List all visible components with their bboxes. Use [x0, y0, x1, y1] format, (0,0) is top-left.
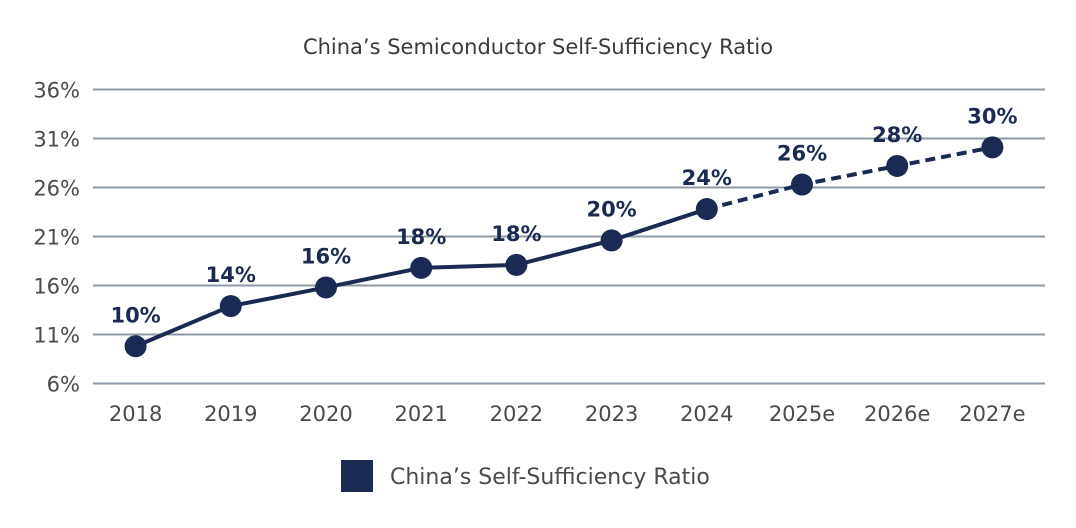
x-tick-label: 2020 — [299, 402, 352, 426]
data-point — [600, 229, 623, 252]
data-point — [505, 253, 528, 276]
data-point — [791, 173, 813, 196]
y-tick-label: 26% — [33, 177, 80, 201]
x-tick-label: 2022 — [490, 402, 543, 426]
data-point — [315, 276, 337, 299]
x-tick-label: 2026e — [864, 402, 930, 426]
legend-swatch — [341, 460, 373, 492]
data-point — [981, 136, 1004, 159]
y-tick-label: 6% — [47, 373, 80, 397]
legend: China’s Self-Sufficiency Ratio — [341, 460, 710, 492]
x-tick-label: 2027e — [959, 402, 1025, 426]
series-line-estimate — [706, 145, 993, 211]
data-label: 28% — [872, 123, 922, 147]
x-tick-label: 2021 — [394, 402, 447, 426]
data-point — [886, 154, 909, 177]
data-label: 10% — [110, 303, 160, 327]
legend-label: China’s Self-Sufficiency Ratio — [390, 465, 710, 490]
x-tick-label: 2025e — [769, 402, 835, 426]
x-tick-label: 2023 — [585, 402, 638, 426]
data-label: 26% — [777, 142, 827, 166]
chart-title: China’s Semiconductor Self-Sufficiency R… — [303, 35, 773, 59]
data-label: 20% — [586, 197, 636, 221]
y-tick-label: 11% — [33, 324, 80, 348]
x-tick-label: 2024 — [680, 402, 733, 426]
y-tick-label: 21% — [33, 226, 80, 250]
data-label: 18% — [396, 225, 446, 249]
data-point — [410, 256, 433, 279]
data-point — [219, 295, 242, 318]
x-tick-label: 2019 — [204, 402, 257, 426]
data-label: 14% — [206, 263, 256, 287]
y-tick-label: 36% — [33, 79, 80, 103]
data-label: 18% — [491, 222, 541, 246]
data-label: 24% — [682, 166, 732, 190]
data-point — [695, 198, 718, 221]
x-tick-label: 2018 — [109, 402, 162, 426]
data-label: 30% — [967, 104, 1017, 128]
y-tick-label: 16% — [33, 275, 80, 299]
data-label: 16% — [301, 244, 351, 268]
y-tick-label: 31% — [33, 128, 80, 152]
data-point — [124, 335, 147, 358]
